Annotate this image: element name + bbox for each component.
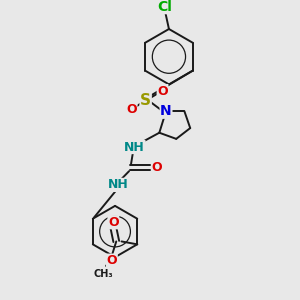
Text: O: O [157,85,168,98]
Text: O: O [126,103,137,116]
Text: O: O [108,216,119,229]
Text: O: O [152,161,162,174]
Text: Cl: Cl [158,0,172,14]
Text: NH: NH [124,140,145,154]
Text: O: O [106,254,117,267]
Text: S: S [140,93,151,108]
Text: NH: NH [108,178,128,191]
Text: CH₃: CH₃ [93,269,113,279]
Text: N: N [160,104,172,118]
